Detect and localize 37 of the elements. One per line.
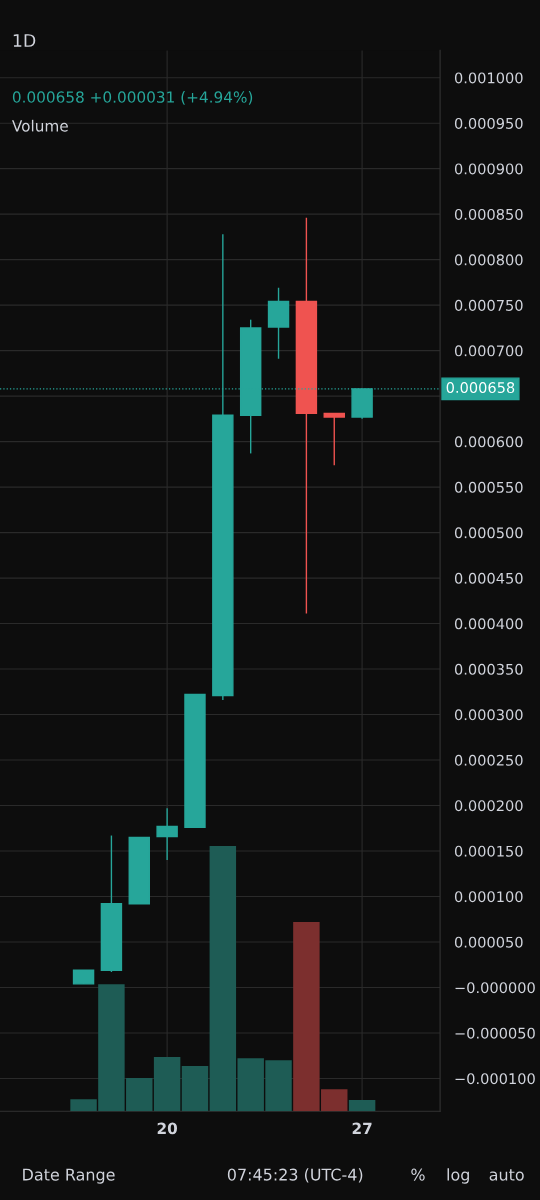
- y-tick-label: 0.000550: [454, 481, 523, 493]
- text: log: [447, 1168, 469, 1184]
- y-tick-label: 0.000500: [454, 527, 523, 539]
- y-tick-label: 0.000250: [454, 754, 523, 766]
- bar: [181, 1066, 209, 1112]
- annotation: 0.000658 +0.000031 (+4.94%): [12, 91, 253, 105]
- y-tick-label: −0.000000: [455, 982, 535, 994]
- y-tick-label: 0.000900: [454, 163, 523, 175]
- y-tick-label: 0.000400: [454, 618, 523, 630]
- candlestick: [323, 412, 345, 466]
- chart-title: Volume: [12, 119, 68, 132]
- y-tick-label: 0.000950: [454, 117, 523, 129]
- y-tick-label: 0.000350: [454, 663, 523, 675]
- x-tick-label: 20: [157, 1122, 178, 1135]
- text: Date Range: [23, 1168, 115, 1184]
- y-tick-label: 0.000450: [454, 572, 523, 584]
- ref-line-label: 0.000658: [446, 382, 515, 394]
- y-tick-label: 0.000850: [454, 208, 523, 220]
- text: auto: [489, 1169, 524, 1181]
- y-tick-label: 0.000800: [454, 254, 523, 266]
- chart-title: 1D: [13, 34, 36, 47]
- y-tick-label: 0.001000: [454, 72, 523, 84]
- y-tick-label: 0.000200: [454, 800, 523, 812]
- candlestick: [156, 807, 178, 861]
- text: %: [411, 1168, 425, 1181]
- y-tick-label: −0.000100: [455, 1073, 535, 1085]
- y-tick-label: 0.000700: [454, 345, 523, 357]
- text: 07:45:23 (UTC-4): [227, 1168, 363, 1183]
- y-tick-label: 0.000050: [454, 936, 523, 948]
- y-tick-label: 0.000100: [454, 891, 523, 903]
- y-tick-label: 0.000150: [454, 845, 523, 857]
- y-tick-label: 0.000300: [454, 709, 523, 721]
- y-tick-label: 0.000600: [454, 436, 523, 448]
- y-tick-label: −0.000050: [455, 1027, 535, 1039]
- bar: [348, 1100, 376, 1112]
- y-tick-label: 0.000750: [454, 299, 523, 311]
- x-tick-label: 27: [352, 1122, 372, 1134]
